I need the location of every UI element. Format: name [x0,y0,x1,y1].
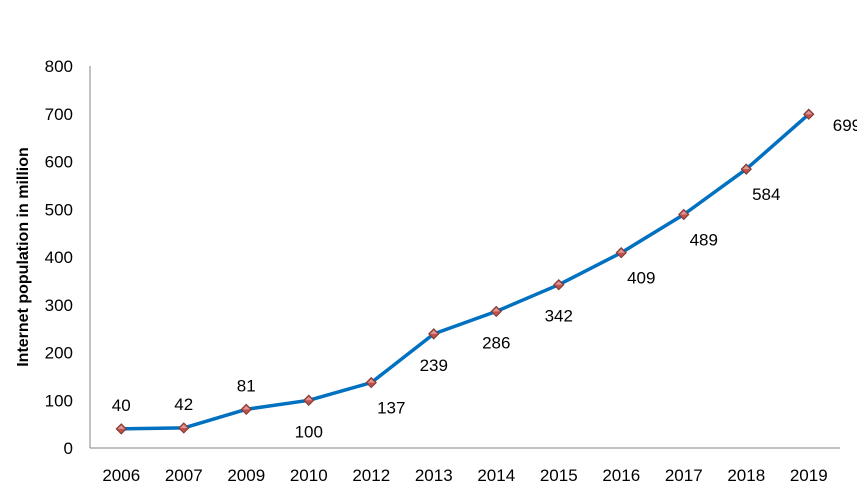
x-tick-label: 2007 [165,466,203,485]
diamond-marker-highlight [117,425,125,429]
y-tick-label: 300 [45,296,73,315]
data-labels: 40 42 81 100 137 239 286 342 409 489 584 699 [112,116,857,441]
diamond-marker-highlight [367,379,375,383]
x-tick-label: 2012 [352,466,390,485]
y-tick-label: 500 [45,200,73,219]
y-tick-label: 200 [45,344,73,363]
data-label: 699 [833,116,857,135]
data-label: 584 [752,185,780,204]
data-point [428,328,440,340]
x-tick-label: 2006 [102,466,140,485]
data-label: 342 [545,307,573,326]
diamond-marker-highlight [617,249,625,253]
diamond-marker-highlight [680,211,688,215]
data-label: 42 [174,395,193,414]
x-tick-label: 2014 [477,466,515,485]
x-tick-label: 2016 [602,466,640,485]
data-point [365,376,377,389]
y-axis-title: Internet population in million [15,147,32,367]
x-tick-labels: 2006 2007 2009 2010 2012 2013 2014 2015 2016 2017… [102,466,827,485]
x-tick-label: 2019 [790,466,828,485]
data-point [553,278,565,291]
data-point [178,422,190,434]
x-tick-label: 2015 [540,466,578,485]
diamond-marker-highlight [492,307,500,312]
data-point [303,394,315,406]
data-markers [115,108,815,435]
data-label: 489 [690,231,718,250]
y-tick-label: 100 [45,391,73,410]
x-tick-label: 2017 [665,466,703,485]
diamond-marker-highlight [805,110,813,115]
data-point [803,108,815,120]
diamond-marker-highlight [742,165,750,170]
diamond-marker-highlight [242,405,250,410]
data-label: 137 [377,399,405,418]
data-point [678,208,690,221]
data-label: 239 [420,356,448,375]
diamond-marker-highlight [305,396,313,401]
data-label: 40 [112,396,131,415]
y-tick-label: 800 [45,57,73,76]
data-point [240,403,252,416]
y-tick-label: 400 [45,248,73,267]
diamond-marker-highlight [555,281,563,285]
diamond-marker [615,246,627,259]
x-tick-label: 2009 [227,466,265,485]
data-label: 100 [295,422,323,441]
data-point [490,305,502,318]
diamond-marker-highlight [180,424,188,428]
data-label: 409 [627,269,655,288]
x-tick-label: 2010 [290,466,328,485]
data-label: 81 [237,376,256,395]
diamond-marker-highlight [430,330,438,334]
y-tick-label: 0 [64,439,73,458]
data-point [740,163,752,175]
data-point [115,423,127,435]
y-tick-labels: 0 100 200 300 400 500 600 700 800 [45,57,73,458]
series-line [119,112,811,431]
data-point [615,246,627,259]
x-tick-label: 2013 [415,466,453,485]
data-label: 286 [482,333,510,352]
x-tick-label: 2018 [727,466,765,485]
y-tick-label: 600 [45,153,73,172]
y-tick-label: 700 [45,105,73,124]
